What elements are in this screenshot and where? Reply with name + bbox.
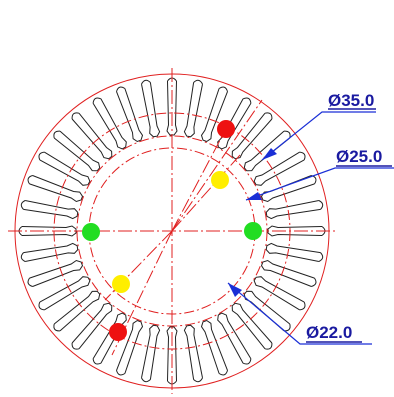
slot-outline (183, 324, 203, 380)
slot-outline (71, 302, 113, 350)
slot-outline (23, 200, 79, 220)
hole-markers (82, 120, 262, 341)
slot-outline (183, 82, 203, 138)
slot-outline (29, 259, 84, 287)
slot-tip (38, 301, 45, 311)
slot-tip (92, 97, 102, 104)
slot-tip (20, 200, 26, 210)
slot-tip (141, 377, 151, 383)
marker-green-right (244, 222, 262, 240)
leader-25-arrow (246, 192, 262, 200)
slot-tip (141, 79, 151, 85)
slot-outline (53, 290, 101, 332)
diagonal-line-a (171, 99, 263, 232)
leader-22-arrow (228, 283, 242, 297)
slot-tip (242, 97, 252, 104)
slot-tip (242, 358, 252, 365)
slot-outline (29, 175, 84, 203)
slot-tip (318, 200, 324, 210)
dim-label-35: Ø35.0 (328, 91, 374, 110)
diagonal-line-e (171, 124, 229, 232)
slot-outline (217, 312, 252, 364)
marker-yellow-bottom (112, 275, 130, 293)
dim-label-25: Ø25.0 (336, 147, 382, 166)
slot-tip (27, 277, 33, 287)
slot-outline (231, 302, 273, 350)
slot-outline (23, 242, 79, 262)
slot-outline (200, 88, 228, 143)
slot-tip (71, 342, 80, 350)
slot-outline (116, 88, 144, 143)
slot-outline (231, 112, 273, 160)
slot-outline (39, 151, 91, 186)
slot-outline (253, 276, 305, 311)
diagonal-line-d (104, 230, 173, 301)
slot-outline (253, 151, 305, 186)
slot-tip (53, 323, 61, 332)
slot-tip (53, 130, 61, 139)
marker-red-top (217, 120, 235, 138)
slot-outline (260, 259, 315, 287)
slot-tip (20, 252, 26, 262)
dimension-leaders (227, 111, 394, 345)
slot-tip (299, 301, 306, 311)
slot-outline (265, 242, 321, 262)
slot-outline (141, 82, 161, 138)
slot-tip (116, 86, 126, 92)
slot-tip (218, 86, 228, 92)
leader-22 (227, 282, 372, 345)
slot-outline (200, 319, 228, 374)
dimension-labels: Ø35.0 Ø25.0 Ø22.0 (306, 91, 392, 343)
slot-outline (243, 130, 291, 172)
leader-25 (245, 167, 394, 201)
dim-label-22: Ø22.0 (306, 323, 352, 342)
slot-outline (265, 200, 321, 220)
slot-tip (283, 130, 291, 139)
slot-tip (264, 342, 273, 350)
slot-tip (92, 358, 102, 365)
slot-tip (38, 151, 45, 161)
slot-tip (299, 151, 306, 161)
slot-tip (318, 252, 324, 262)
slot-outline (92, 312, 127, 364)
marker-yellow-top (211, 171, 229, 189)
marker-green-left (82, 223, 100, 241)
slot-outline (141, 324, 161, 380)
slot-outline (92, 98, 127, 150)
slot-outline (243, 290, 291, 332)
slot-tip (283, 323, 291, 332)
slot-outline (116, 319, 144, 374)
slot-tip (311, 277, 317, 287)
slot-tip (27, 175, 33, 185)
slot-tip (193, 377, 203, 383)
diagonal-line-b (171, 154, 241, 232)
slot-outline (71, 112, 113, 160)
slot-outline (39, 276, 91, 311)
slot-tip (71, 112, 80, 120)
center-lines (8, 68, 338, 394)
slot-outline (53, 130, 101, 172)
leader-35-arrow (262, 148, 277, 160)
slot-tip (116, 370, 126, 376)
slot-tip (193, 79, 203, 85)
slot-tip (264, 112, 273, 120)
slot-tip (218, 370, 228, 376)
marker-red-bottom (109, 323, 127, 341)
leader-35 (261, 111, 376, 161)
